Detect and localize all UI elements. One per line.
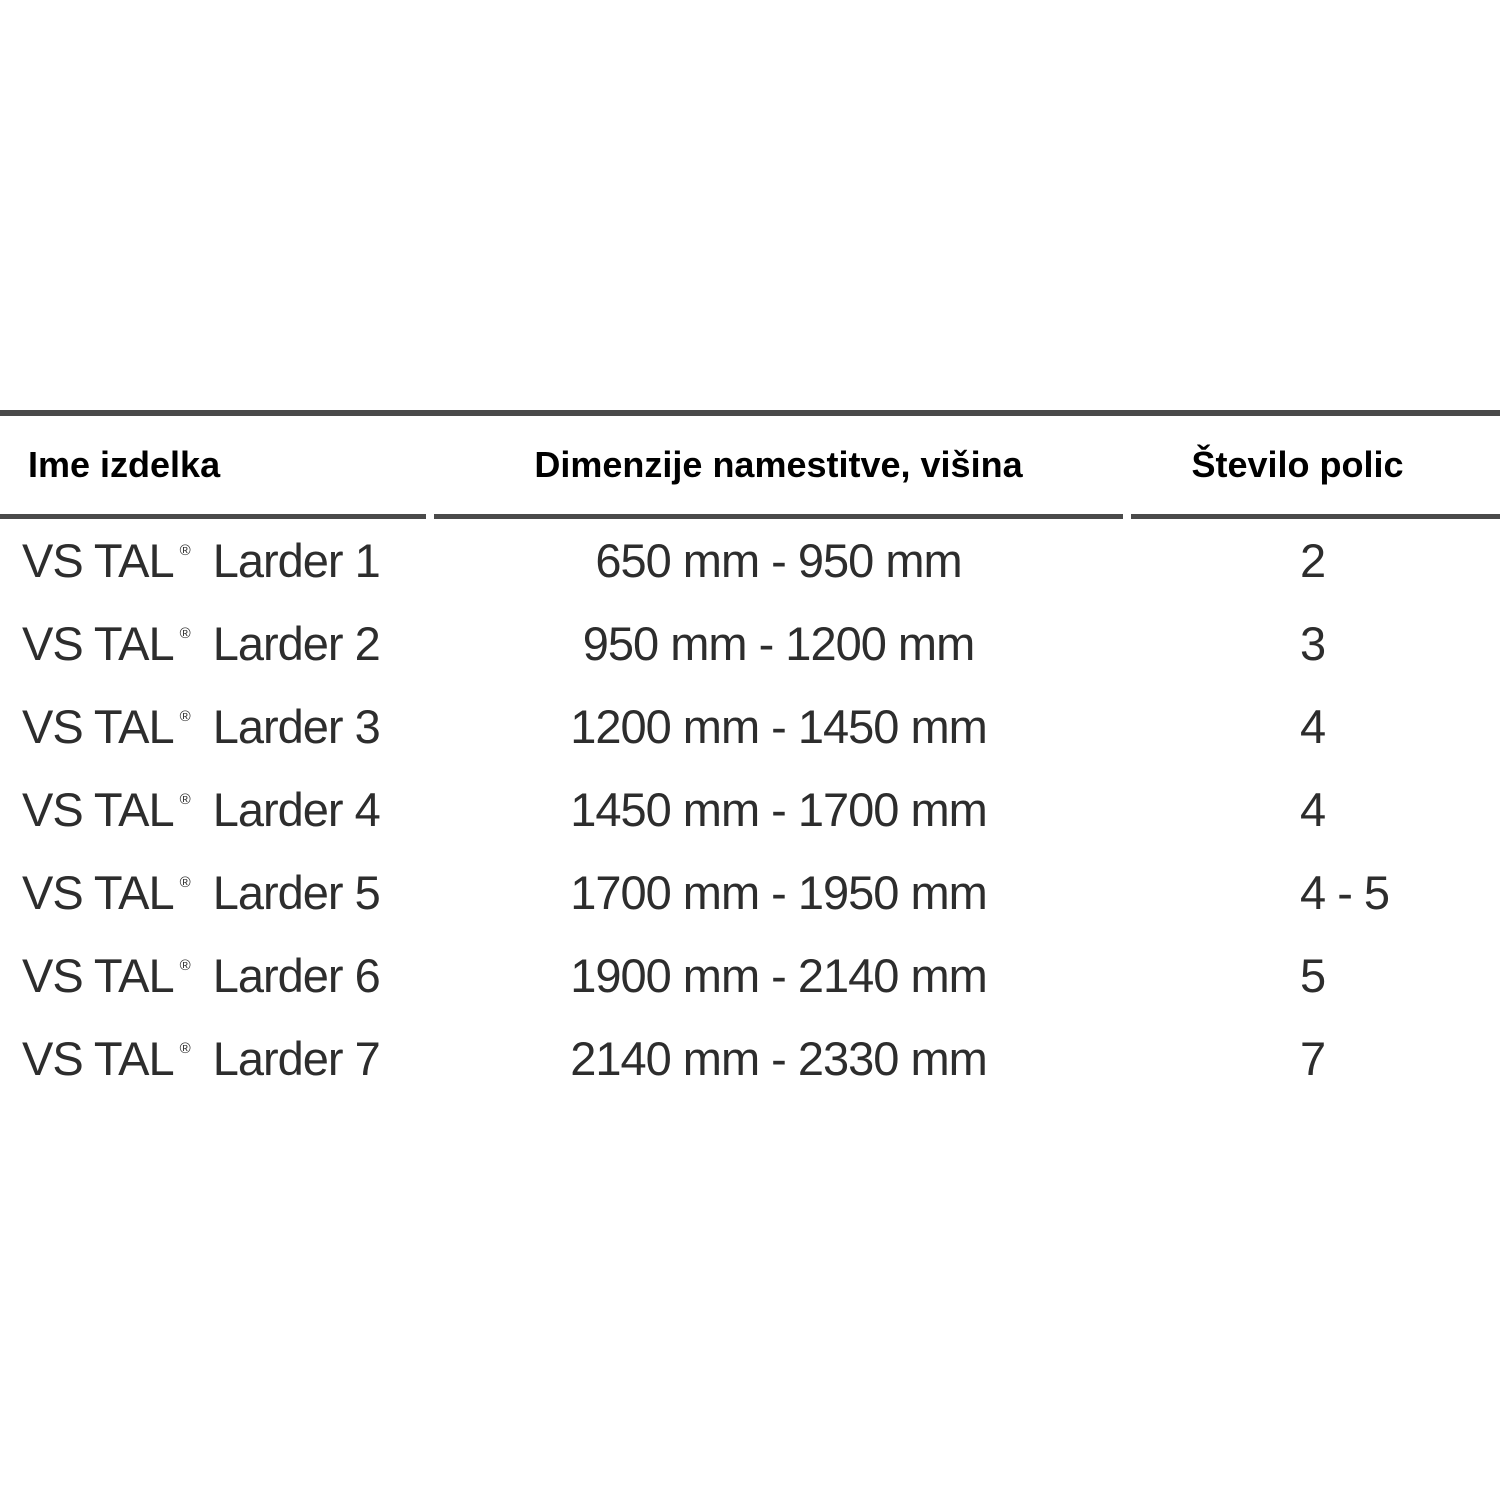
table-row: VS TAL ® Larder 6 1900 mm - 2140 mm 5 — [0, 934, 1500, 1017]
model-text: Larder 5 — [212, 866, 381, 919]
shelf-count: 7 — [1300, 1032, 1326, 1085]
registered-trademark-icon: ® — [179, 874, 191, 891]
brand-text: VS TAL — [22, 866, 175, 919]
table-row: VS TAL ® Larder 2 950 mm - 1200 mm 3 — [0, 602, 1500, 685]
dimension-range: 1900 mm - 2140 mm — [570, 949, 988, 1002]
dimension-range: 1200 mm - 1450 mm — [570, 700, 988, 753]
table-row: VS TAL ® Larder 5 1700 mm - 1950 mm 4 - 5 — [0, 851, 1500, 934]
header-underline-rule — [0, 514, 1500, 519]
column-header-shelf-count: Število polic — [1191, 444, 1404, 485]
table-row: VS TAL ® Larder 4 1450 mm - 1700 mm 4 — [0, 768, 1500, 851]
registered-trademark-icon: ® — [179, 791, 191, 808]
table-row: VS TAL ® Larder 7 2140 mm - 2330 mm 7 — [0, 1017, 1500, 1100]
header-underline-segment-2 — [434, 514, 1123, 519]
product-name: VS TAL ® Larder 7 — [0, 1031, 430, 1086]
table-top-rule — [0, 410, 1500, 416]
model-text: Larder 7 — [212, 1032, 381, 1085]
header-underline-segment-1 — [0, 514, 426, 519]
registered-trademark-icon: ® — [179, 957, 191, 974]
registered-trademark-icon: ® — [179, 542, 191, 559]
registered-trademark-icon: ® — [179, 708, 191, 725]
model-text: Larder 2 — [212, 617, 381, 670]
dimension-range: 1700 mm - 1950 mm — [570, 866, 988, 919]
brand-text: VS TAL — [22, 700, 175, 753]
shelf-count: 4 — [1300, 783, 1326, 836]
brand-text: VS TAL — [22, 1032, 175, 1085]
table-header-row: Ime izdelka Dimenzije namestitve, višina… — [0, 416, 1500, 514]
larder-size-table: Ime izdelka Dimenzije namestitve, višina… — [0, 410, 1500, 1100]
column-header-dimensions: Dimenzije namestitve, višina — [534, 444, 1023, 485]
dimension-range: 950 mm - 1200 mm — [582, 617, 975, 670]
dimension-range: 1450 mm - 1700 mm — [570, 783, 988, 836]
product-name: VS TAL ® Larder 5 — [0, 865, 430, 920]
table-row: VS TAL ® Larder 1 650 mm - 950 mm 2 — [0, 519, 1500, 602]
shelf-count: 4 - 5 — [1300, 866, 1390, 919]
shelf-count: 4 — [1300, 700, 1326, 753]
model-text: Larder 1 — [212, 534, 381, 587]
shelf-count: 3 — [1300, 617, 1326, 670]
column-header-product-name: Ime izdelka — [28, 444, 221, 485]
model-text: Larder 4 — [212, 783, 381, 836]
brand-text: VS TAL — [22, 949, 175, 1002]
registered-trademark-icon: ® — [179, 1040, 191, 1057]
header-underline-gap-2 — [1123, 514, 1131, 519]
model-text: Larder 6 — [212, 949, 381, 1002]
product-name: VS TAL ® Larder 2 — [0, 616, 430, 671]
table-row: VS TAL ® Larder 3 1200 mm - 1450 mm 4 — [0, 685, 1500, 768]
brand-text: VS TAL — [22, 617, 175, 670]
product-name: VS TAL ® Larder 4 — [0, 782, 430, 837]
product-name: VS TAL ® Larder 6 — [0, 948, 430, 1003]
brand-text: VS TAL — [22, 534, 175, 587]
header-underline-gap-1 — [426, 514, 434, 519]
dimension-range: 650 mm - 950 mm — [595, 534, 962, 587]
model-text: Larder 3 — [212, 700, 381, 753]
product-name: VS TAL ® Larder 1 — [0, 533, 430, 588]
registered-trademark-icon: ® — [179, 625, 191, 642]
shelf-count: 2 — [1300, 534, 1326, 587]
header-underline-segment-3 — [1131, 514, 1500, 519]
brand-text: VS TAL — [22, 783, 175, 836]
product-name: VS TAL ® Larder 3 — [0, 699, 430, 754]
table-body: VS TAL ® Larder 1 650 mm - 950 mm 2 VS TAL… — [0, 519, 1500, 1100]
dimension-range: 2140 mm - 2330 mm — [570, 1032, 988, 1085]
shelf-count: 5 — [1300, 949, 1326, 1002]
